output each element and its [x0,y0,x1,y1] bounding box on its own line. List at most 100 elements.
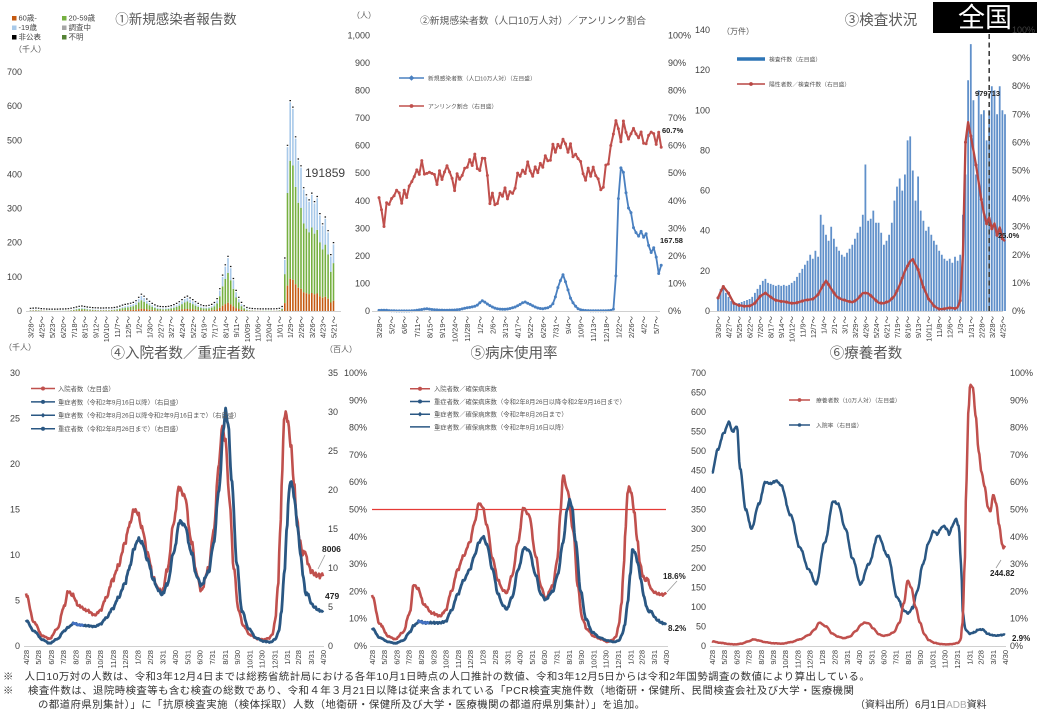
svg-text:6/30: 6/30 [540,650,549,665]
svg-text:300: 300 [7,204,22,214]
svg-text:12/7～: 12/7～ [809,316,818,339]
svg-text:②新規感染者数（人口10万人対）／アンリンク割合: ②新規感染者数（人口10万人対）／アンリンク割合 [420,14,646,27]
svg-text:4/30: 4/30 [1001,650,1010,665]
svg-text:10%: 10% [1012,278,1030,288]
svg-text:50%: 50% [1010,505,1028,515]
svg-text:3/31: 3/31 [989,650,998,665]
svg-text:10/09～: 10/09～ [243,316,252,343]
svg-text:12/31: 12/31 [953,650,962,669]
svg-text:30%: 30% [1010,559,1028,569]
svg-text:11/06～: 11/06～ [254,316,263,342]
svg-text:5/28: 5/28 [380,650,389,665]
svg-text:9/11～: 9/11～ [232,316,241,338]
svg-text:40%: 40% [668,196,686,206]
svg-text:20%: 20% [1012,250,1030,260]
svg-text:244.82: 244.82 [990,569,1015,578]
svg-text:0: 0 [15,641,20,651]
svg-text:80%: 80% [1010,423,1028,433]
svg-text:入院者数／確保病床数: 入院者数／確保病床数 [434,384,498,393]
svg-text:④入院者数／重症者数: ④入院者数／重症者数 [111,345,256,362]
svg-text:979713: 979713 [975,89,1000,98]
svg-text:11/30: 11/30 [941,650,950,668]
svg-text:60%: 60% [1012,137,1030,147]
svg-text:5/22～: 5/22～ [189,316,198,339]
svg-text:30%: 30% [1012,222,1030,232]
svg-text:6/28: 6/28 [393,650,402,665]
svg-text:1/01～: 1/01～ [275,316,284,339]
svg-text:0: 0 [328,641,333,651]
svg-text:5/31: 5/31 [867,650,876,665]
svg-text:0: 0 [17,306,22,316]
svg-text:400: 400 [355,196,370,206]
svg-text:重症者数／確保病床数（令和2年9月16日以降）: 重症者数／確保病床数（令和2年9月16日以降） [434,422,568,431]
svg-text:-19歳: -19歳 [19,22,38,32]
svg-text:⑥療養者数: ⑥療養者数 [830,344,903,362]
svg-text:8/28: 8/28 [72,650,81,665]
svg-text:10%: 10% [668,278,686,288]
svg-text:15: 15 [10,505,20,515]
svg-text:6/6～: 6/6～ [400,316,409,334]
svg-text:4/26～: 4/26～ [861,316,870,339]
svg-text:30%: 30% [668,223,686,233]
svg-text:4/28: 4/28 [708,650,717,665]
svg-text:11/28: 11/28 [794,650,803,668]
svg-text:療養者数（10万人対）（左目盛）: 療養者数（10万人対）（左目盛） [816,397,901,405]
svg-text:10/31: 10/31 [589,650,598,669]
svg-text:10/11～: 10/11～ [925,316,934,342]
svg-text:20%: 20% [349,586,367,596]
svg-text:20%: 20% [1010,586,1028,596]
svg-text:10: 10 [328,563,338,573]
svg-text:4/23～: 4/23～ [319,316,328,339]
svg-text:3/27～: 3/27～ [167,316,176,339]
svg-text:2/26～: 2/26～ [627,316,636,339]
svg-text:8/28: 8/28 [417,650,426,665]
svg-text:80%: 80% [668,86,686,96]
svg-text:10/9～: 10/9～ [577,316,586,339]
svg-text:2/28～: 2/28～ [977,316,986,339]
svg-text:150: 150 [691,583,706,593]
svg-text:6/30: 6/30 [196,650,205,665]
svg-text:8.2%: 8.2% [668,624,686,633]
svg-text:7/31: 7/31 [552,650,561,665]
svg-text:100%: 100% [344,368,367,378]
svg-text:20: 20 [328,485,338,495]
svg-text:500: 500 [355,168,370,178]
svg-text:7/18～: 7/18～ [70,316,79,339]
svg-text:5: 5 [328,602,333,612]
svg-text:11/28: 11/28 [454,650,463,668]
svg-text:11/28～: 11/28～ [463,316,472,342]
svg-text:20%: 20% [668,251,686,261]
svg-text:450: 450 [691,466,706,476]
svg-text:80: 80 [700,145,710,155]
svg-text:600: 600 [691,407,706,417]
svg-text:25: 25 [328,446,338,456]
svg-text:350: 350 [691,505,706,515]
svg-text:11/13～: 11/13～ [589,316,598,342]
svg-text:8/31: 8/31 [565,650,574,665]
svg-text:6/19～: 6/19～ [200,316,209,339]
svg-text:100%: 100% [668,31,691,41]
svg-text:7/31: 7/31 [208,650,217,665]
svg-text:0: 0 [705,306,710,316]
svg-text:12/28: 12/28 [121,650,130,669]
svg-text:5/7～: 5/7～ [652,316,661,334]
svg-text:11/30: 11/30 [258,650,267,668]
svg-text:400: 400 [7,169,22,179]
svg-text:3/31: 3/31 [307,650,316,665]
svg-text:5/28: 5/28 [34,650,43,665]
svg-text:40%: 40% [1010,532,1028,542]
svg-text:100: 100 [691,602,706,612]
svg-text:12/31: 12/31 [614,650,623,669]
svg-text:12/5～: 12/5～ [124,316,133,339]
svg-text:9/13～: 9/13～ [914,316,923,339]
svg-text:重症者数（令和2年9月16日以降）（右目盛）: 重症者数（令和2年9月16日以降）（右目盛） [58,397,182,406]
svg-text:10/10～: 10/10～ [102,316,111,343]
svg-text:500: 500 [7,135,22,145]
svg-text:（人）: （人） [352,11,376,20]
svg-text:（万件）: （万件） [722,26,754,36]
svg-text:6/26～: 6/26～ [539,316,548,339]
svg-text:12/31: 12/31 [270,650,279,669]
svg-text:5/22～: 5/22～ [526,316,535,339]
svg-text:入院率（右目盛）: 入院率（右目盛） [816,422,862,430]
svg-text:3/29～: 3/29～ [851,316,860,339]
